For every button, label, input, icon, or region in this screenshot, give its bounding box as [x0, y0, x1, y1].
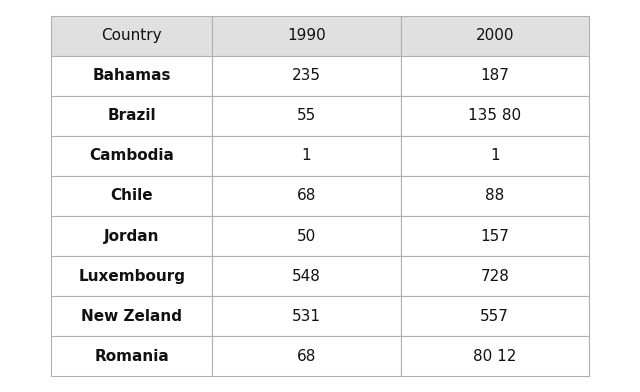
- Bar: [212, 216, 401, 256]
- Text: 1: 1: [490, 149, 500, 163]
- Bar: [401, 256, 589, 296]
- Text: Romania: Romania: [95, 349, 169, 364]
- Bar: [401, 136, 589, 176]
- Bar: [401, 296, 589, 336]
- Bar: [212, 176, 401, 216]
- Bar: [401, 96, 589, 136]
- Text: 187: 187: [480, 68, 509, 83]
- Bar: [212, 336, 401, 376]
- Bar: [51, 96, 212, 136]
- Bar: [51, 256, 212, 296]
- Bar: [401, 176, 589, 216]
- Text: Bahamas: Bahamas: [93, 68, 171, 83]
- Text: Country: Country: [102, 28, 162, 43]
- Text: 68: 68: [297, 349, 316, 364]
- Text: Brazil: Brazil: [108, 108, 156, 123]
- Text: 88: 88: [485, 189, 504, 203]
- Bar: [212, 16, 401, 56]
- Bar: [51, 56, 212, 96]
- Text: New Zeland: New Zeland: [81, 309, 182, 324]
- Text: Cambodia: Cambodia: [90, 149, 174, 163]
- Text: 55: 55: [297, 108, 316, 123]
- Text: 80 12: 80 12: [473, 349, 516, 364]
- Text: 50: 50: [297, 229, 316, 243]
- Text: Chile: Chile: [111, 189, 153, 203]
- Bar: [51, 16, 212, 56]
- Bar: [51, 296, 212, 336]
- Bar: [212, 56, 401, 96]
- Bar: [212, 296, 401, 336]
- Bar: [401, 336, 589, 376]
- Text: 728: 728: [480, 269, 509, 284]
- Bar: [212, 136, 401, 176]
- Bar: [212, 256, 401, 296]
- Text: 235: 235: [292, 68, 321, 83]
- Text: 135 80: 135 80: [468, 108, 522, 123]
- Text: 68: 68: [297, 189, 316, 203]
- Text: 548: 548: [292, 269, 321, 284]
- Bar: [51, 216, 212, 256]
- Bar: [51, 336, 212, 376]
- Text: 1: 1: [301, 149, 312, 163]
- Text: Jordan: Jordan: [104, 229, 159, 243]
- Bar: [401, 56, 589, 96]
- Text: 2000: 2000: [476, 28, 514, 43]
- Text: 157: 157: [480, 229, 509, 243]
- Text: 1990: 1990: [287, 28, 326, 43]
- Text: Luxembourg: Luxembourg: [78, 269, 186, 284]
- Bar: [212, 96, 401, 136]
- Bar: [401, 16, 589, 56]
- Bar: [51, 176, 212, 216]
- Text: 531: 531: [292, 309, 321, 324]
- Bar: [401, 216, 589, 256]
- Bar: [51, 136, 212, 176]
- Text: 557: 557: [480, 309, 509, 324]
